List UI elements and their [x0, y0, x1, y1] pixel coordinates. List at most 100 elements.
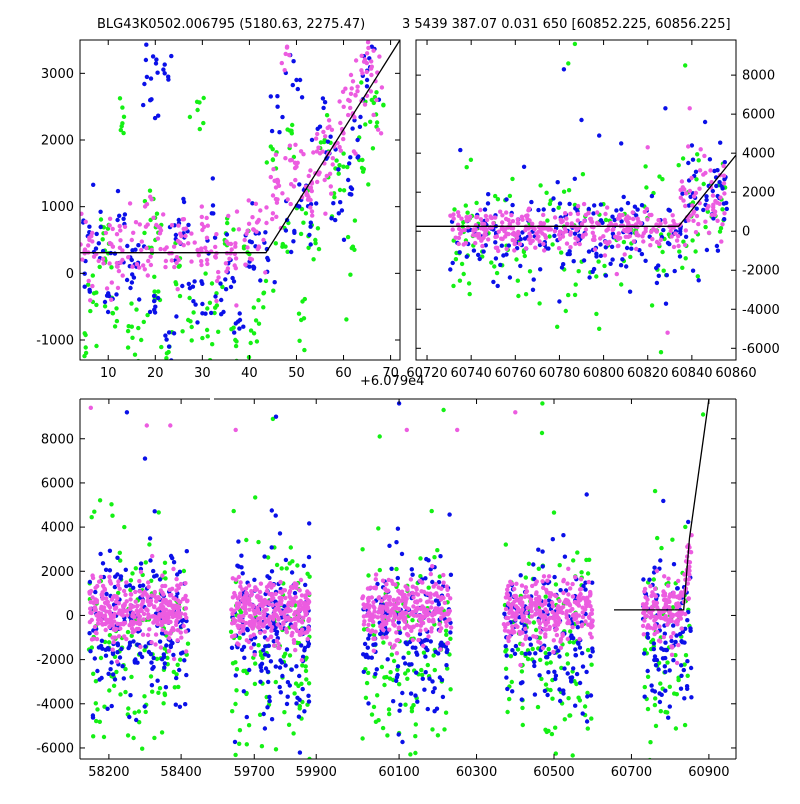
bottom-magenta-point [441, 596, 445, 600]
bottom-green-point [360, 736, 364, 740]
bottom-magenta-point [283, 615, 287, 619]
top-left-magenta-point [226, 242, 230, 246]
top-right-green-point [681, 156, 685, 160]
bottom-green-point [288, 561, 292, 565]
top-left-ytick-label: -1000 [36, 334, 74, 349]
top-left-green-point [205, 328, 209, 332]
top-right-blue-point [604, 273, 608, 277]
bottom-magenta-point [645, 597, 649, 601]
top-right-blue-point [518, 264, 522, 268]
top-left-green-point [155, 212, 159, 216]
top-left-green-point [130, 325, 134, 329]
bottom-blue-point [658, 700, 662, 704]
top-left-blue-point [224, 287, 228, 291]
top-right-magenta-point [671, 213, 675, 217]
bottom-blue-point [400, 691, 404, 695]
top-right-magenta-point [613, 235, 617, 239]
bottom-magenta-point [368, 618, 372, 622]
bottom-magenta-point [102, 614, 106, 618]
bottom-green-point [256, 786, 260, 790]
top-right-magenta-point [648, 243, 652, 247]
top-left-green-point [363, 122, 367, 126]
bottom-blue-point [585, 694, 589, 698]
bottom-green-point [366, 671, 370, 675]
bottom-blue-point [138, 652, 142, 656]
bottom-blue-point [562, 666, 566, 670]
bottom-blue-point [307, 699, 311, 703]
top-left-magenta-point [90, 284, 94, 288]
bottom-blue-point [444, 663, 448, 667]
bottom-magenta-point [424, 628, 428, 632]
bottom-magenta-point [507, 611, 511, 615]
top-left-magenta-point [379, 131, 383, 135]
bottom-magenta-point [141, 600, 145, 604]
bottom-magenta-point [146, 633, 150, 637]
top-left-green-point [136, 326, 140, 330]
top-left-blue-point [329, 216, 333, 220]
bottom-green-point [382, 683, 386, 687]
bottom-model-line [614, 399, 709, 610]
top-left-xtick-label: 10 [100, 366, 117, 381]
bottom-magenta-point [422, 590, 426, 594]
top-left-blue-point [337, 211, 341, 215]
bottom-green-point [130, 571, 134, 575]
top-right-magenta-point [451, 227, 455, 231]
top-left-magenta-point [237, 227, 241, 231]
bottom-magenta-point [171, 567, 175, 571]
bottom-ytick-label: 2000 [41, 565, 74, 580]
bottom-blue-point [111, 652, 115, 656]
top-right-blue-point [538, 267, 542, 271]
top-left-green-point [257, 322, 261, 326]
bottom-magenta-point [523, 627, 527, 631]
bottom-blue-point [680, 640, 684, 644]
top-left-blue-point [125, 278, 129, 282]
bottom-magenta-point [306, 637, 310, 641]
top-right-blue-point [705, 248, 709, 252]
top-right-magenta-point [626, 221, 630, 225]
bottom-blue-point [261, 648, 265, 652]
bottom-magenta-point [512, 599, 516, 603]
bottom-magenta-point [538, 641, 542, 645]
top-left-magenta-point [177, 258, 181, 262]
bottom-blue-point [391, 699, 395, 703]
top-left-green-point [261, 305, 265, 309]
bottom-blue-point [504, 644, 508, 648]
top-left-magenta-point [254, 230, 258, 234]
top-left-magenta-point [247, 198, 251, 202]
bottom-green-point [176, 663, 180, 667]
top-right-magenta-point [558, 237, 562, 241]
bottom-magenta-point [642, 632, 646, 636]
bottom-blue-point [275, 630, 279, 634]
bottom-blue-point [663, 664, 667, 668]
bottom-magenta-point [538, 602, 542, 606]
top-right-magenta-point [575, 227, 579, 231]
top-right-magenta-point [683, 243, 687, 247]
bottom-magenta-point [590, 635, 594, 639]
bottom-magenta-point [383, 596, 387, 600]
bottom-green-point [571, 558, 575, 562]
bottom-magenta-point [432, 584, 436, 588]
bottom-blue-point [270, 508, 274, 512]
bottom-green-point [244, 538, 248, 542]
top-left-magenta-point [274, 215, 278, 219]
bottom-green-point [385, 733, 389, 737]
top-left-magenta-point [248, 257, 252, 261]
bottom-blue-point [93, 656, 97, 660]
bottom-green-point [118, 551, 122, 555]
bottom-blue-point [520, 680, 524, 684]
bottom-blue-point [568, 676, 572, 680]
bottom-blue-point [124, 568, 128, 572]
bottom-blue-point [97, 677, 101, 681]
bottom-magenta-point [661, 589, 665, 593]
top-left-magenta-point [109, 298, 113, 302]
top-left-green-point [249, 341, 253, 345]
bottom-magenta-point [152, 605, 156, 609]
top-left-blue-point [163, 62, 167, 66]
bottom-blue-point [429, 639, 433, 643]
bottom-blue-point [413, 693, 417, 697]
bottom-magenta-point [263, 602, 267, 606]
top-right-green-point [702, 182, 706, 186]
bottom-magenta-point [380, 635, 384, 639]
bottom-magenta-point [374, 577, 378, 581]
top-right-magenta-point [520, 215, 524, 219]
